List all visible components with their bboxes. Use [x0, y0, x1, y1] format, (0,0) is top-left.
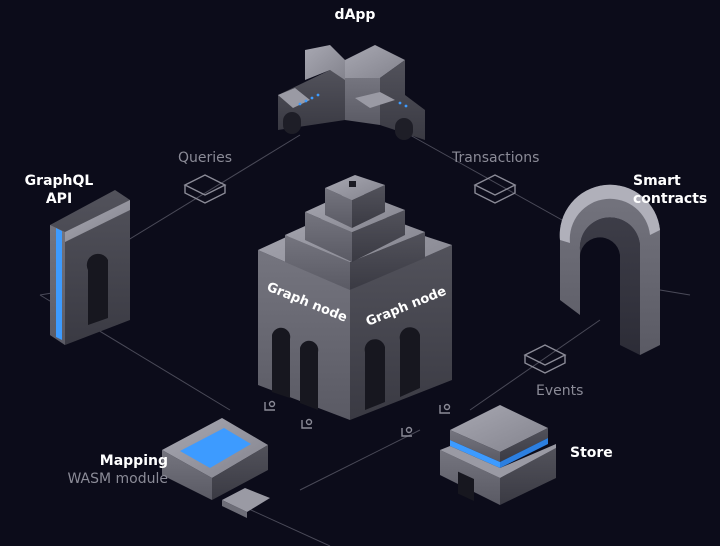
edge-bottom: [239, 504, 331, 546]
smart-contracts-label-line2: contracts: [633, 191, 708, 207]
dapp-block: [278, 45, 425, 140]
graphql-api-label-line1: GraphQL: [24, 173, 94, 189]
dapp-label: dApp: [334, 7, 376, 23]
graphql-api-label: GraphQL API: [14, 172, 104, 208]
smart-contracts-label-line1: Smart: [633, 173, 681, 189]
link-marker-icon-4: [401, 426, 413, 437]
graph-node-block: Graph node Graph node: [258, 175, 452, 420]
smart-contracts-label: Smart contracts: [633, 172, 707, 208]
queries-marker-icon: [183, 174, 227, 204]
edge-markers: [183, 174, 567, 437]
smart-contracts-block: [559, 184, 660, 355]
mapping-label-line1: Mapping: [99, 453, 168, 469]
edge-queries: [119, 134, 301, 246]
transactions-edge-label: Transactions: [452, 150, 540, 166]
edge-events: [469, 319, 601, 411]
edge-contracts-right: [659, 289, 691, 296]
mapping-block: [162, 418, 270, 518]
store-label: Store: [570, 445, 613, 461]
edge-store: [299, 429, 421, 491]
link-marker-icon-1: [264, 400, 276, 411]
events-marker-icon: [523, 344, 567, 374]
link-marker-icon-3: [439, 403, 451, 414]
mapping-label-line2: WASM module: [67, 471, 168, 487]
graphql-api-block: [50, 190, 130, 345]
queries-edge-label: Queries: [178, 150, 233, 166]
mapping-label: Mapping WASM module: [20, 452, 168, 488]
link-marker-icon-2: [301, 418, 313, 429]
graphql-api-label-line2: API: [45, 191, 73, 207]
transactions-marker-icon: [473, 174, 517, 204]
edge-transactions: [409, 134, 581, 231]
store-block: [440, 405, 556, 505]
events-edge-label: Events: [536, 383, 584, 399]
